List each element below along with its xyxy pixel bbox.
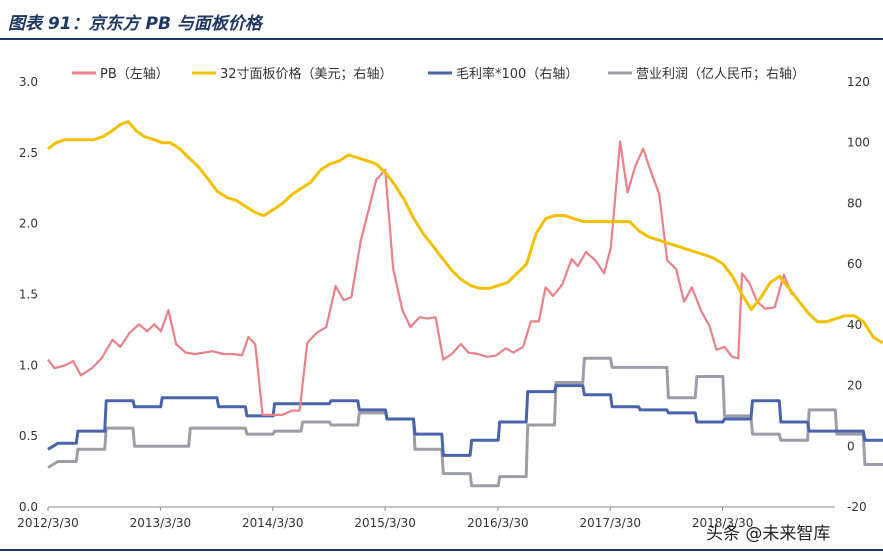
y-right-tick-label: 80 <box>847 196 862 210</box>
y-right-tick-label: -20 <box>847 500 867 514</box>
x-tick-label: 2018/3/30 <box>692 516 754 530</box>
y-left-tick-label: 0.0 <box>19 500 38 514</box>
y-left-tick-label: 0.5 <box>19 429 38 443</box>
y-left-tick-label: 3.0 <box>19 75 38 89</box>
x-tick-label: 2016/3/30 <box>467 516 529 530</box>
series-line-gross <box>47 384 883 457</box>
watermark-text: 头条 @未来智库 <box>706 524 831 544</box>
y-right-tick-label: 60 <box>847 257 862 271</box>
y-right-tick-label: 120 <box>847 75 870 89</box>
x-tick-label: 2015/3/30 <box>354 516 416 530</box>
series-line-profit <box>47 356 883 488</box>
y-left-tick-label: 2.0 <box>19 217 38 231</box>
chart-legend: PB（左轴） 32寸面板价格（美元；右轴） 毛利率*100（右轴） 营业利润（亿人民币… <box>72 66 805 82</box>
x-tick-label: 2012/3/30 <box>17 516 79 530</box>
bottom-divider <box>0 549 883 551</box>
title-divider <box>0 38 883 40</box>
y-right-tick-label: 20 <box>847 379 862 393</box>
x-tick-label: 2017/3/30 <box>579 516 641 530</box>
legend-label-gross: 毛利率*100（右轴） <box>456 66 578 82</box>
legend-label-pb: PB（左轴） <box>100 67 169 82</box>
figure-header: 图表 91：京东方 PB 与面板价格 <box>0 0 883 40</box>
y-right-tick-label: 0 <box>847 439 855 453</box>
y-left-tick-label: 1.0 <box>19 358 38 372</box>
figure-title: 图表 91：京东方 PB 与面板价格 <box>8 14 262 34</box>
chart-series <box>47 120 883 488</box>
x-tick-label: 2014/3/30 <box>242 516 304 530</box>
legend-label-panel: 32寸面板价格（美元；右轴） <box>220 66 393 82</box>
chart-canvas: 0.0 0.5 1.0 1.5 2.0 2.5 3.0 -20 0 20 40 60 80 100 120 2… <box>17 66 883 530</box>
y-right-tick-label: 40 <box>847 318 862 332</box>
x-tick-label: 2013/3/30 <box>130 516 192 530</box>
series-line-pb <box>47 140 793 416</box>
y-right-tick-label: 100 <box>847 136 870 150</box>
chart-axes: 0.0 0.5 1.0 1.5 2.0 2.5 3.0 -20 0 20 40 60 80 100 120 2… <box>17 75 870 530</box>
series-line-panel <box>47 120 883 345</box>
legend-label-profit: 营业利润（亿人民币；右轴） <box>636 67 805 82</box>
y-left-tick-label: 2.5 <box>19 146 38 160</box>
y-left-tick-label: 1.5 <box>19 288 38 302</box>
